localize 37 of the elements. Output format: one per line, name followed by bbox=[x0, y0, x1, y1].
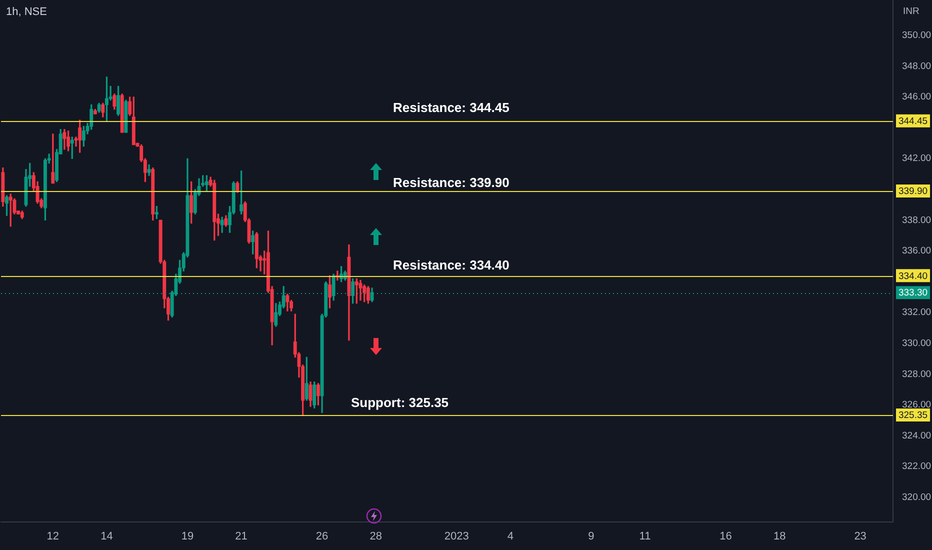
x-tick-label: 4 bbox=[507, 530, 514, 543]
y-tick-label: 328.00 bbox=[902, 368, 932, 380]
y-tick-label: 322.00 bbox=[902, 461, 932, 472]
y-axis-title: INR bbox=[903, 6, 920, 17]
y-tick-label: 336.00 bbox=[902, 246, 932, 257]
ref-line-label: 325.35 bbox=[898, 410, 928, 422]
x-tick-label: 16 bbox=[720, 530, 732, 543]
text: 1h, NSE bbox=[6, 6, 47, 18]
y-tick-label: 320.00 bbox=[902, 492, 932, 503]
x-tick-label: 9 bbox=[588, 530, 594, 543]
x-tick-label: 19 bbox=[181, 530, 194, 543]
annotation: Support: 325.35 bbox=[351, 394, 449, 410]
y-tick-label: 342.00 bbox=[902, 153, 932, 164]
annotation: Resistance: 344.45 bbox=[393, 100, 510, 115]
x-tick-label: 2023 bbox=[444, 530, 469, 543]
x-tick-label: 23 bbox=[854, 530, 866, 543]
x-tick-label: 14 bbox=[100, 530, 113, 543]
ref-line-label: 334.40 bbox=[898, 270, 928, 282]
annotation: Resistance: 334.40 bbox=[393, 258, 510, 273]
ref-line-label: 339.90 bbox=[898, 186, 928, 198]
y-tick-label: 324.00 bbox=[902, 430, 932, 442]
x-tick-label: 18 bbox=[773, 530, 786, 543]
y-tick-label: 350.00 bbox=[902, 30, 932, 42]
y-tick-label: 346.00 bbox=[902, 92, 932, 103]
ref-line-label: 333.30 bbox=[898, 288, 928, 299]
y-tick-label: 348.00 bbox=[902, 60, 932, 72]
y-tick-label: 332.00 bbox=[902, 307, 932, 318]
x-tick-label: 21 bbox=[235, 530, 248, 543]
annotation: Resistance: 339.90 bbox=[393, 174, 510, 190]
x-tick-label: 28 bbox=[370, 530, 382, 543]
y-tick-label: 326.00 bbox=[902, 400, 932, 411]
ref-line-label: 344.45 bbox=[898, 116, 928, 127]
x-tick-label: 12 bbox=[46, 530, 60, 543]
y-tick-label: 330.00 bbox=[902, 338, 932, 350]
x-tick-label: 11 bbox=[639, 530, 651, 543]
y-tick-label: 338.00 bbox=[902, 214, 932, 226]
x-tick-label: 26 bbox=[316, 530, 328, 543]
